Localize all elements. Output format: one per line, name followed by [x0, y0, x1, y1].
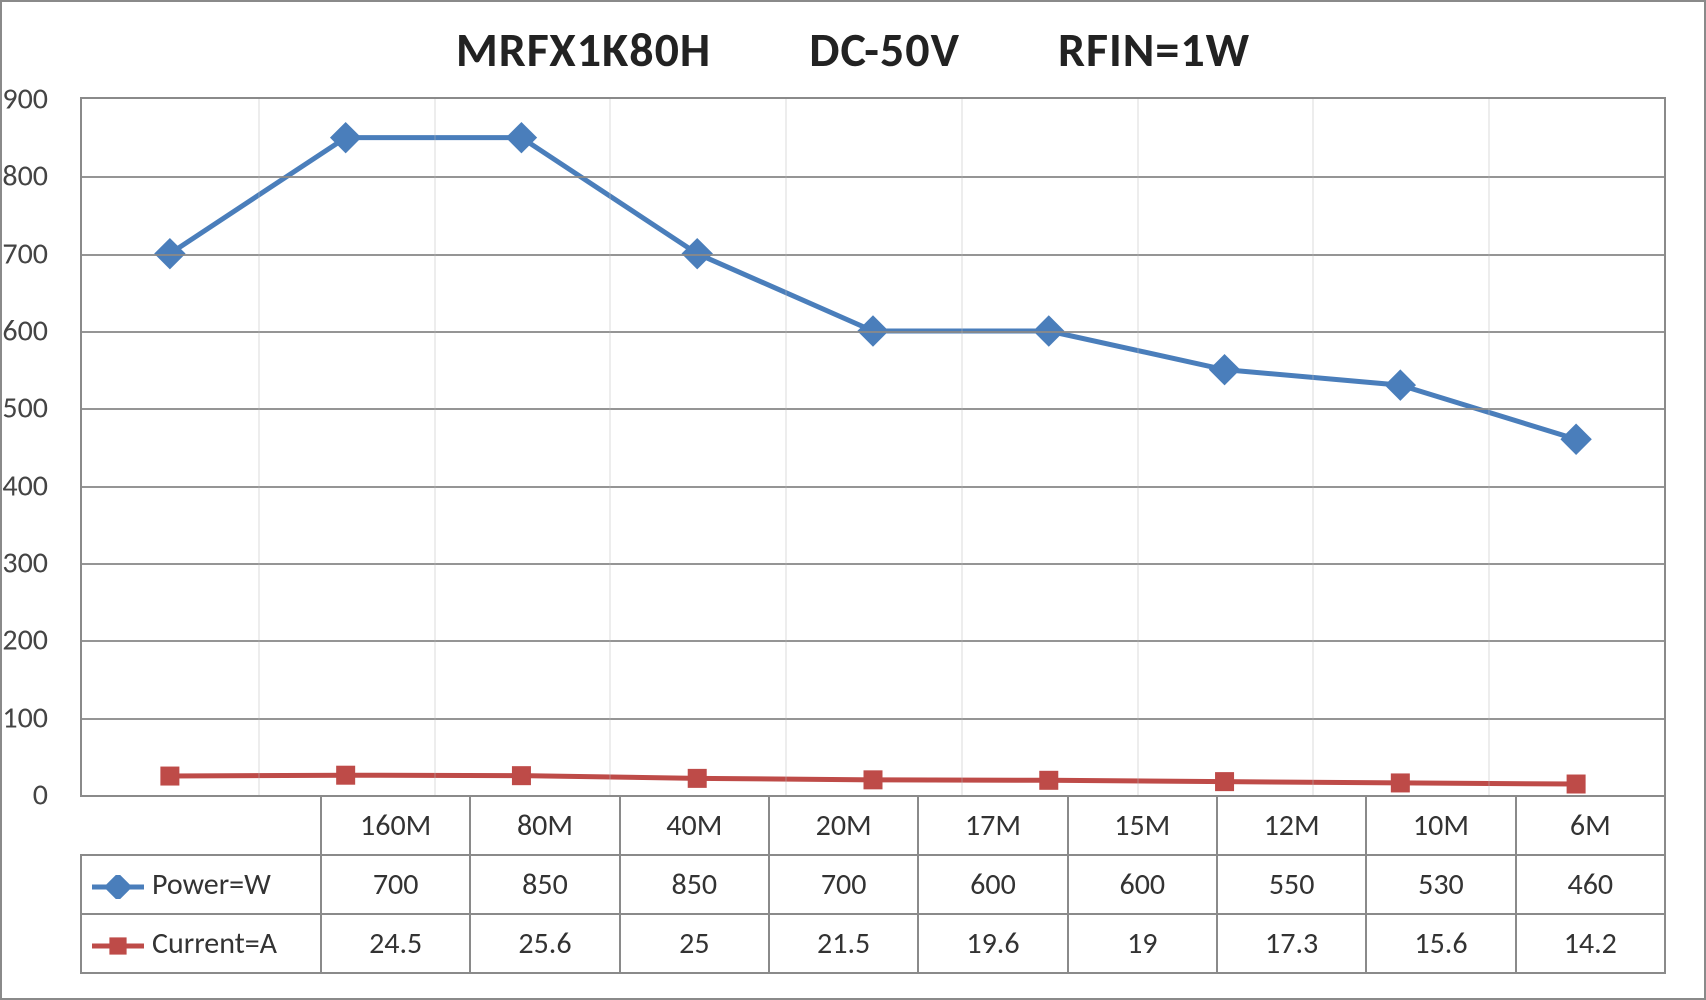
category-cell: 12M: [1217, 796, 1366, 855]
y-tick-label: 600: [0, 313, 48, 350]
marker-diamond: [1210, 355, 1240, 385]
legend-swatch: [90, 875, 146, 899]
plot-area: 0100200300400500600700800900: [80, 97, 1666, 797]
x-gridline: [785, 99, 787, 795]
series-line: [170, 138, 1576, 440]
table-row: Current=A 24.525.62521.519.61917.315.614.…: [81, 914, 1665, 973]
value-cell: 600: [918, 855, 1067, 914]
value-cell: 550: [1217, 855, 1366, 914]
category-cell: 10M: [1366, 796, 1515, 855]
y-tick-label: 200: [0, 622, 48, 659]
y-gridline: [82, 640, 1664, 642]
legend-cell-blank: [81, 796, 321, 855]
marker-square: [688, 769, 706, 787]
value-cell: 19.6: [918, 914, 1067, 973]
value-cell: 850: [620, 855, 769, 914]
y-tick-label: 300: [0, 545, 48, 582]
value-cell: 25.6: [470, 914, 619, 973]
data-table: 160M80M40M20M17M15M12M10M6MPower=W700850…: [80, 795, 1666, 974]
category-cell: 40M: [620, 796, 769, 855]
y-gridline: [82, 408, 1664, 410]
y-tick-label: 800: [0, 158, 48, 195]
y-tick-label: 400: [0, 467, 48, 504]
marker-diamond: [331, 123, 361, 153]
y-tick-label: 700: [0, 235, 48, 272]
value-cell: 24.5: [321, 914, 470, 973]
value-cell: 600: [1068, 855, 1217, 914]
marker-square: [110, 938, 126, 954]
marker-diamond: [1561, 424, 1591, 454]
value-cell: 14.2: [1516, 914, 1665, 973]
value-cell: 15.6: [1366, 914, 1515, 973]
category-cell: 6M: [1516, 796, 1665, 855]
legend-cell: Current=A: [81, 914, 321, 973]
value-cell: 25: [620, 914, 769, 973]
marker-diamond: [506, 123, 536, 153]
legend-label: Current=A: [152, 925, 277, 962]
category-cell: 20M: [769, 796, 918, 855]
line-series-svg: [82, 99, 1664, 795]
y-gridline: [82, 331, 1664, 333]
y-gridline: [82, 563, 1664, 565]
value-cell: 850: [470, 855, 619, 914]
y-tick-label: 900: [0, 81, 48, 118]
table-row-categories: 160M80M40M20M17M15M12M10M6M: [81, 796, 1665, 855]
legend-cell: Power=W: [81, 855, 321, 914]
y-gridline: [82, 176, 1664, 178]
category-cell: 17M: [918, 796, 1067, 855]
value-cell: 530: [1366, 855, 1515, 914]
marker-square: [1567, 775, 1585, 793]
legend-swatch: [90, 934, 146, 958]
marker-diamond: [1385, 370, 1415, 400]
x-gridline: [1488, 99, 1490, 795]
category-cell: 80M: [470, 796, 619, 855]
marker-diamond: [105, 875, 132, 899]
value-cell: 17.3: [1217, 914, 1366, 973]
chart-body: 0100200300400500600700800900 160M80M40M2…: [80, 97, 1666, 974]
category-cell: 160M: [321, 796, 470, 855]
y-tick-label: 100: [0, 699, 48, 736]
x-gridline: [434, 99, 436, 795]
value-cell: 700: [769, 855, 918, 914]
chart-container: MRFX1K80H DC-50V RFIN=1W 010020030040050…: [0, 0, 1706, 1000]
value-cell: 19: [1068, 914, 1217, 973]
marker-square: [337, 766, 355, 784]
x-gridline: [961, 99, 963, 795]
value-cell: 460: [1516, 855, 1665, 914]
marker-square: [1391, 774, 1409, 792]
table-row: Power=W700850850700600600550530460: [81, 855, 1665, 914]
y-tick-label: 0: [0, 777, 48, 814]
category-cell: 15M: [1068, 796, 1217, 855]
marker-square: [512, 767, 530, 785]
marker-square: [161, 767, 179, 785]
marker-square: [1040, 771, 1058, 789]
y-gridline: [82, 486, 1664, 488]
marker-square: [864, 771, 882, 789]
x-gridline: [609, 99, 611, 795]
value-cell: 21.5: [769, 914, 918, 973]
x-gridline: [258, 99, 260, 795]
value-cell: 700: [321, 855, 470, 914]
y-tick-label: 500: [0, 390, 48, 427]
x-gridline: [1137, 99, 1139, 795]
chart-title: MRFX1K80H DC-50V RFIN=1W: [20, 20, 1686, 79]
y-gridline: [82, 254, 1664, 256]
y-gridline: [82, 718, 1664, 720]
marker-square: [1216, 773, 1234, 791]
x-gridline: [1312, 99, 1314, 795]
legend-label: Power=W: [152, 866, 271, 903]
